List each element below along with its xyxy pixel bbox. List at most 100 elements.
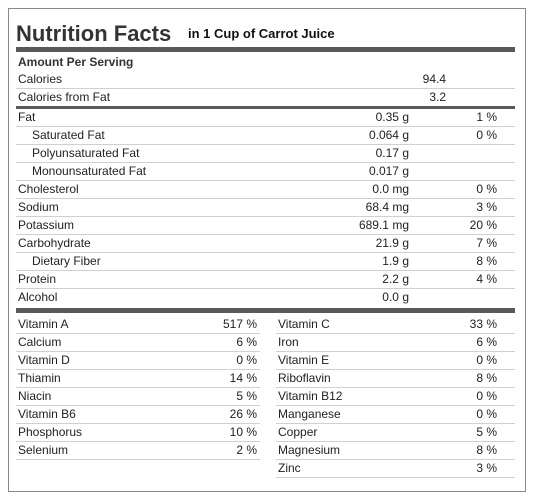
- vitamin-name: Riboflavin: [278, 371, 331, 385]
- vitamin-name: Vitamin E: [278, 353, 330, 367]
- row-divider: [16, 423, 260, 424]
- row-divider: [16, 252, 515, 253]
- row-divider: [16, 198, 515, 199]
- row-divider: [16, 288, 515, 289]
- vitamin-value: 6 %: [476, 335, 497, 349]
- row-divider: [276, 441, 515, 442]
- nutrient-amount: 0.17 g: [375, 146, 409, 160]
- row-divider: [276, 369, 515, 370]
- vitamin-value: 5 %: [236, 389, 257, 403]
- vitamin-value: 5 %: [476, 425, 497, 439]
- row-divider: [16, 144, 515, 145]
- vitamin-name: Vitamin A: [18, 317, 69, 331]
- row-divider: [16, 216, 515, 217]
- row-divider: [276, 477, 515, 478]
- nutrient-name: Potassium: [18, 218, 75, 232]
- vitamin-name: Iron: [278, 335, 299, 349]
- nutrient-amount: 0.0 mg: [372, 182, 409, 196]
- nutrient-amount: 0.0 g: [382, 290, 409, 304]
- row-divider: [276, 333, 515, 334]
- vitamin-name: Calcium: [18, 335, 62, 349]
- nutrient-amount: 1.9 g: [382, 254, 409, 268]
- vitamin-value: 517 %: [222, 317, 257, 331]
- vitamin-name: Vitamin C: [278, 317, 330, 331]
- vitamin-value: 14 %: [229, 371, 257, 385]
- nutrient-amount: 0.064 g: [368, 128, 409, 142]
- nutrient-name: Carbohydrate: [18, 236, 91, 250]
- daily-value: 8 %: [476, 254, 497, 268]
- vitamin-name: Magnesium: [278, 443, 341, 457]
- vitamin-value: 10 %: [229, 425, 257, 439]
- nutrient-amount: 21.9 g: [375, 236, 409, 250]
- vitamin-value: 8 %: [476, 443, 497, 457]
- panel: [8, 8, 526, 492]
- row-divider: [276, 387, 515, 388]
- vitamin-value: 0 %: [236, 353, 257, 367]
- daily-value: 20 %: [469, 218, 497, 232]
- row-divider: [276, 405, 515, 406]
- vitamin-name: Selenium: [18, 443, 69, 457]
- row-divider: [16, 126, 515, 127]
- nutrient-name: Fat: [18, 110, 36, 124]
- vitamin-value: 33 %: [469, 317, 497, 331]
- nutrient-amount: 0.017 g: [368, 164, 409, 178]
- nutrient-name: Saturated Fat: [32, 128, 105, 142]
- row-divider: [16, 88, 515, 89]
- subtitle: in 1 Cup of Carrot Juice: [188, 26, 335, 41]
- title: Nutrition Facts: [16, 21, 172, 46]
- vitamin-value: 0 %: [476, 353, 497, 367]
- nutrient-name: Dietary Fiber: [32, 254, 101, 268]
- nutrient-name: Polyunsaturated Fat: [32, 146, 140, 160]
- section-label: Amount Per Serving: [18, 55, 134, 69]
- vitamin-name: Vitamin B12: [278, 389, 343, 403]
- row-divider: [16, 333, 260, 334]
- vitamin-value: 0 %: [476, 389, 497, 403]
- daily-value: 0 %: [476, 128, 497, 142]
- thick-bar: [16, 308, 515, 313]
- row-divider: [276, 423, 515, 424]
- nutrient-name: Sodium: [18, 200, 59, 214]
- vitamin-name: Zinc: [278, 461, 301, 475]
- daily-value: 3 %: [476, 200, 497, 214]
- vitamin-value: 2 %: [236, 443, 257, 457]
- calorie-label: Calories from Fat: [18, 90, 111, 104]
- row-divider: [16, 234, 515, 235]
- vitamin-value: 3 %: [476, 461, 497, 475]
- daily-value: 1 %: [476, 110, 497, 124]
- nutrient-name: Monounsaturated Fat: [32, 164, 147, 178]
- vitamin-value: 26 %: [229, 407, 257, 421]
- daily-value: 7 %: [476, 236, 497, 250]
- vitamin-name: Copper: [278, 425, 318, 439]
- row-divider: [16, 180, 515, 181]
- nutrient-name: Cholesterol: [18, 182, 79, 196]
- vitamin-value: 6 %: [236, 335, 257, 349]
- nutrient-amount: 0.35 g: [375, 110, 409, 124]
- vitamin-name: Vitamin D: [18, 353, 70, 367]
- thick-bar: [16, 106, 515, 109]
- vitamin-name: Vitamin B6: [18, 407, 76, 421]
- row-divider: [16, 387, 260, 388]
- vitamin-value: 8 %: [476, 371, 497, 385]
- nutrient-amount: 68.4 mg: [365, 200, 409, 214]
- calorie-value: 94.4: [422, 72, 446, 86]
- row-divider: [16, 369, 260, 370]
- daily-value: 4 %: [476, 272, 497, 286]
- row-divider: [16, 351, 260, 352]
- calorie-value: 3.2: [429, 90, 446, 104]
- nutrient-name: Alcohol: [18, 290, 58, 304]
- thick-bar: [16, 47, 515, 52]
- daily-value: 0 %: [476, 182, 497, 196]
- row-divider: [276, 459, 515, 460]
- row-divider: [276, 351, 515, 352]
- vitamin-name: Thiamin: [18, 371, 61, 385]
- nutrient-name: Protein: [18, 272, 57, 286]
- row-divider: [16, 270, 515, 271]
- calorie-label: Calories: [18, 72, 63, 86]
- nutrient-amount: 2.2 g: [382, 272, 409, 286]
- vitamin-name: Manganese: [278, 407, 341, 421]
- vitamin-value: 0 %: [476, 407, 497, 421]
- nutrient-amount: 689.1 mg: [358, 218, 409, 232]
- vitamin-name: Phosphorus: [18, 425, 83, 439]
- row-divider: [16, 405, 260, 406]
